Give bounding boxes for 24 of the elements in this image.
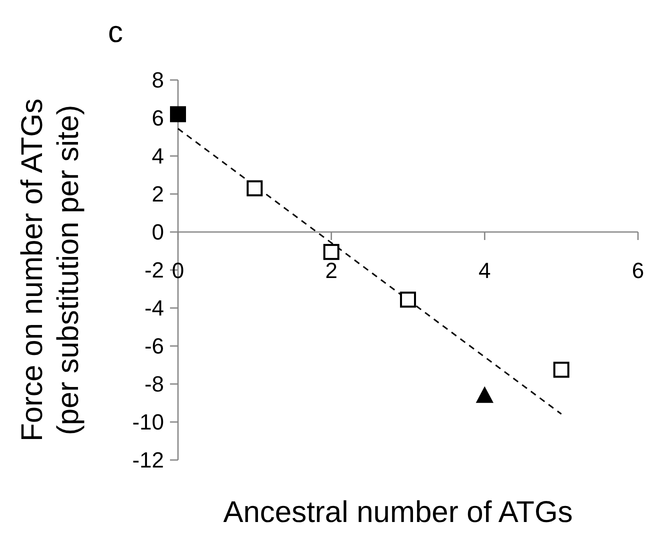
x-tick-label: 2: [325, 258, 338, 283]
y-tick-label: -4: [144, 296, 164, 321]
y-tick-label: -2: [144, 258, 164, 283]
y-tick-label: -10: [132, 410, 164, 435]
y-tick-label: -6: [144, 334, 164, 359]
point: [246, 180, 263, 196]
point: [170, 106, 186, 122]
point: [476, 386, 494, 403]
x-tick-label: 6: [632, 258, 644, 283]
chart-title: c: [108, 16, 123, 49]
y-tick-label: 4: [152, 144, 164, 169]
y-tick-label: 2: [152, 182, 164, 207]
y-tick-label: 8: [152, 68, 164, 93]
point: [323, 244, 340, 260]
y-tick-label: -12: [132, 448, 164, 473]
y-tick-label: -8: [144, 372, 164, 397]
x-axis-title: Ancestral number of ATGs: [223, 496, 573, 529]
point: [400, 292, 416, 308]
x-tick-label: 4: [478, 258, 491, 283]
point: [553, 362, 570, 378]
y-tick-label: 0: [152, 220, 164, 245]
y-axis-title: Force on number of ATGs (per substitution per site): [16, 98, 85, 442]
x-tick-label: 0: [172, 258, 184, 283]
y-tick-label: 6: [152, 106, 164, 131]
